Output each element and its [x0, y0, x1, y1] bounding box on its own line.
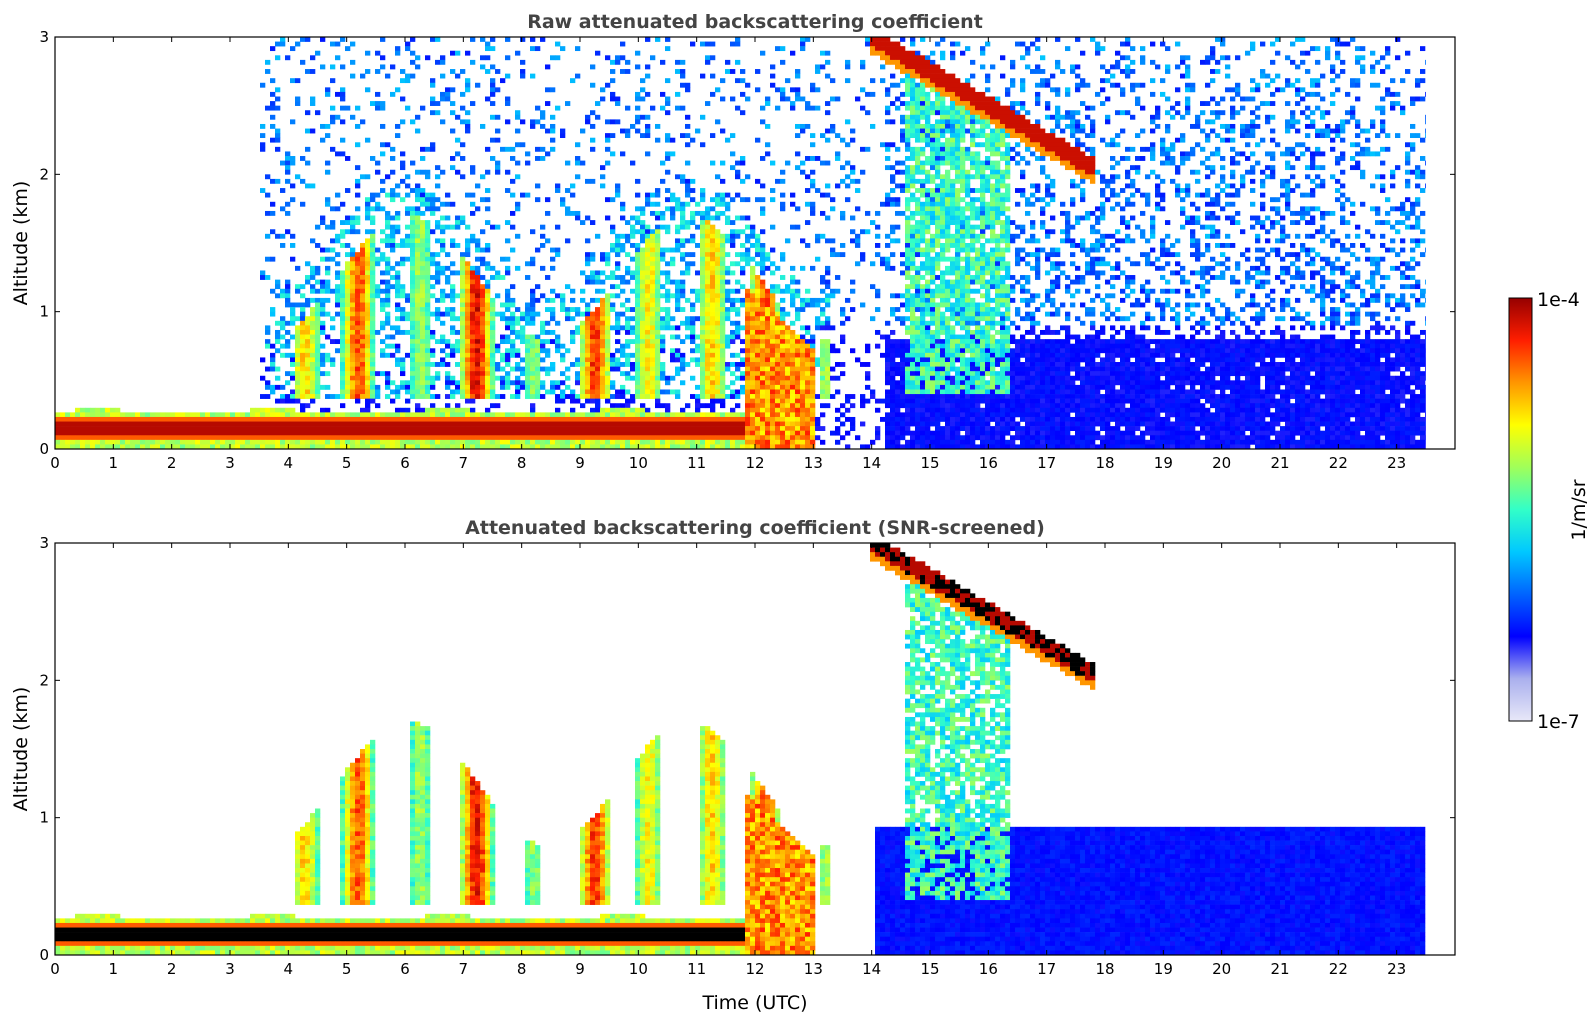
x-tick-label: 14 — [862, 960, 881, 978]
y-tick-label: 2 — [39, 165, 49, 183]
x-tick-label: 10 — [629, 454, 648, 472]
x-tick-label: 2 — [167, 960, 177, 978]
x-tick-label: 23 — [1387, 960, 1406, 978]
x-tick-label: 8 — [517, 960, 527, 978]
x-tick-label: 13 — [804, 454, 823, 472]
x-tick-label: 22 — [1329, 454, 1348, 472]
x-tick-label: 14 — [862, 454, 881, 472]
x-tick-label: 10 — [629, 960, 648, 978]
x-tick-label: 12 — [745, 454, 764, 472]
colorbar-gradient — [1508, 297, 1533, 722]
x-tick-label: 16 — [979, 454, 998, 472]
colorbar-min-label: 1e-7 — [1537, 711, 1580, 733]
y-tick-label: 2 — [39, 671, 49, 689]
x-tick-label: 8 — [517, 454, 527, 472]
x-tick-label: 19 — [1154, 960, 1173, 978]
x-tick-label: 23 — [1387, 454, 1406, 472]
x-tick-label: 0 — [50, 454, 60, 472]
y-tick-label: 1 — [39, 303, 49, 321]
x-tick-label: 4 — [284, 454, 294, 472]
x-tick-label: 16 — [979, 960, 998, 978]
x-tick-label: 22 — [1329, 960, 1348, 978]
x-tick-label: 7 — [459, 454, 469, 472]
x-tick-label: 21 — [1270, 454, 1289, 472]
panel-title: Attenuated backscattering coefficient (S… — [465, 517, 1045, 539]
y-axis-label: Altitude (km) — [10, 687, 32, 812]
x-tick-label: 5 — [342, 454, 352, 472]
heatmap-snr-screened — [55, 543, 1455, 955]
x-tick-label: 21 — [1270, 960, 1289, 978]
x-tick-label: 12 — [745, 960, 764, 978]
y-axis-ticks: 0 1 2 3 — [39, 28, 1455, 458]
x-tick-label: 19 — [1154, 454, 1173, 472]
x-tick-label: 17 — [1037, 960, 1056, 978]
y-axis-label: Altitude (km) — [10, 181, 32, 306]
x-tick-label: 15 — [920, 454, 939, 472]
y-axis-ticks: 0 1 2 3 — [39, 534, 1455, 964]
colorbar-max-label: 1e-4 — [1537, 289, 1580, 311]
x-tick-label: 9 — [575, 454, 585, 472]
x-tick-label: 0 — [50, 960, 60, 978]
y-tick-label: 0 — [39, 440, 49, 458]
x-tick-label: 1 — [109, 454, 119, 472]
x-tick-label: 18 — [1095, 454, 1114, 472]
x-tick-label: 18 — [1095, 960, 1114, 978]
x-tick-label: 5 — [342, 960, 352, 978]
x-axis-ticks: 0 1 2 3 4 5 6 7 8 9 10 11 12 13 14 15 16 17 18 19 20 21 22 23 — [50, 543, 1406, 978]
x-tick-label: 4 — [284, 960, 294, 978]
x-tick-label: 6 — [400, 960, 410, 978]
y-tick-label: 0 — [39, 946, 49, 964]
x-tick-label: 1 — [109, 960, 119, 978]
x-tick-label: 20 — [1212, 454, 1231, 472]
x-tick-label: 7 — [459, 960, 469, 978]
x-tick-label: 9 — [575, 960, 585, 978]
colorbar: 1e-4 1e-7 1/m/sr — [1508, 289, 1590, 733]
x-tick-label: 6 — [400, 454, 410, 472]
x-tick-label: 2 — [167, 454, 177, 472]
x-tick-label: 15 — [920, 960, 939, 978]
x-tick-label: 17 — [1037, 454, 1056, 472]
x-tick-label: 20 — [1212, 960, 1231, 978]
raw-backscatter-panel: Raw attenuated backscattering coefficien… — [10, 11, 1456, 472]
x-tick-label: 3 — [225, 454, 235, 472]
x-axis-ticks: 0 1 2 3 4 5 6 7 8 9 10 11 12 13 14 15 16 17 18 19 20 21 22 23 — [50, 37, 1406, 472]
snr-screened-panel: Attenuated backscattering coefficient (S… — [10, 517, 1456, 1014]
x-tick-label: 13 — [804, 960, 823, 978]
x-tick-label: 11 — [687, 454, 706, 472]
colorbar-unit-label: 1/m/sr — [1568, 479, 1590, 540]
y-tick-label: 1 — [39, 809, 49, 827]
y-tick-label: 3 — [39, 28, 49, 46]
x-tick-label: 11 — [687, 960, 706, 978]
panel-title: Raw attenuated backscattering coefficien… — [527, 11, 983, 33]
y-tick-label: 3 — [39, 534, 49, 552]
x-tick-label: 3 — [225, 960, 235, 978]
x-axis-label: Time (UTC) — [701, 992, 807, 1014]
heatmap-raw — [55, 37, 1455, 449]
